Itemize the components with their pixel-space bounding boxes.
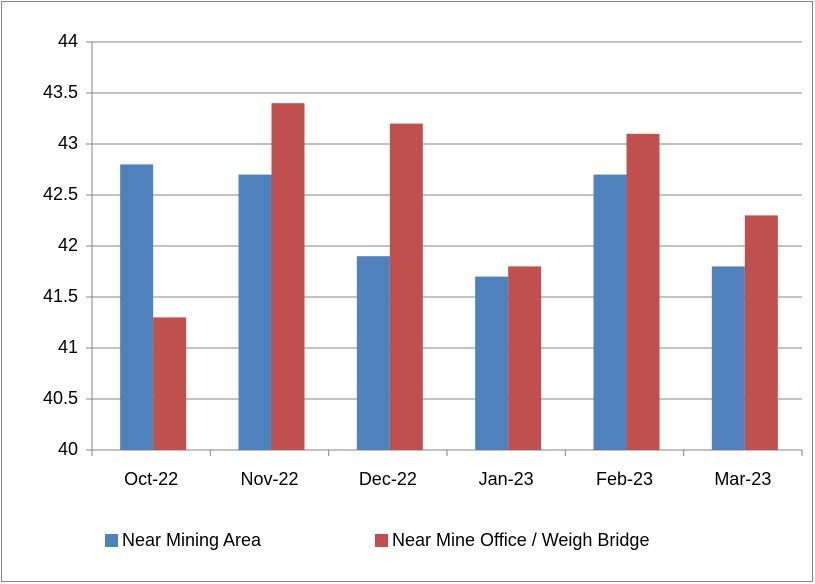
y-tick-label: 43.5: [43, 82, 78, 102]
y-tick-label: 42: [58, 235, 78, 255]
x-tick-label: Mar-23: [714, 469, 771, 489]
x-tick-label: Dec-22: [359, 469, 417, 489]
bar: [475, 276, 509, 450]
legend-label: Near Mining Area: [122, 530, 262, 550]
bar: [593, 174, 627, 450]
bar: [271, 103, 305, 450]
bar: [120, 164, 154, 450]
x-tick-label: Jan-23: [479, 469, 534, 489]
x-tick-label: Oct-22: [124, 469, 178, 489]
legend-label: Near Mine Office / Weigh Bridge: [392, 530, 649, 550]
x-tick-label: Nov-22: [240, 469, 298, 489]
y-tick-label: 40.5: [43, 388, 78, 408]
y-tick-label: 41: [58, 337, 78, 357]
bar: [626, 133, 660, 451]
y-tick-label: 40: [58, 439, 78, 459]
bar: [744, 215, 778, 450]
x-tick-label: Feb-23: [596, 469, 653, 489]
bar: [153, 317, 187, 450]
legend-swatch: [105, 534, 118, 547]
y-tick-label: 42.5: [43, 184, 78, 204]
y-tick-label: 41.5: [43, 286, 78, 306]
bar: [356, 256, 390, 450]
bar: [711, 266, 745, 450]
bar: [389, 123, 423, 450]
y-tick-label: 44: [58, 31, 78, 51]
y-tick-label: 43: [58, 133, 78, 153]
bar: [238, 174, 272, 450]
legend-swatch: [375, 534, 388, 547]
bar: [508, 266, 542, 450]
